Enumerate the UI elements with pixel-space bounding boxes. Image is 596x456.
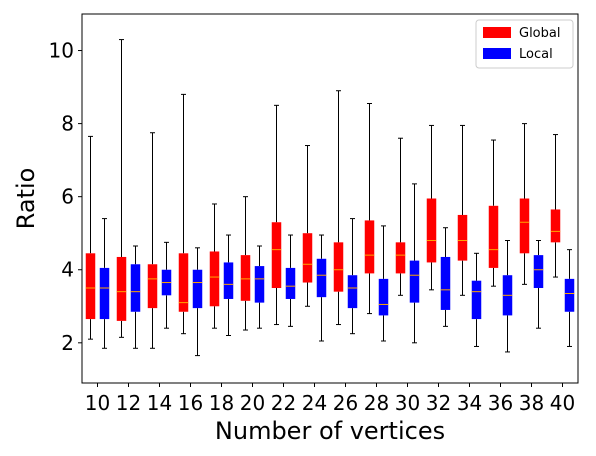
box-local-12: [130, 245, 141, 349]
box-body: [271, 222, 282, 289]
x-tick-label: 10: [85, 391, 110, 415]
box-body: [302, 233, 313, 283]
box-global-24: [302, 145, 313, 307]
legend-label-local: Local: [519, 47, 553, 62]
box-global-34: [457, 124, 468, 296]
box-body: [347, 275, 358, 309]
box-global-12: [116, 39, 127, 338]
x-tick-label: 32: [426, 391, 451, 415]
box-body: [364, 220, 375, 274]
y-tick-label: 4: [61, 258, 74, 282]
box-global-26: [333, 90, 344, 326]
box-body: [178, 253, 189, 312]
box-global-36: [488, 139, 499, 287]
box-body: [488, 205, 499, 268]
y-tick-label: 8: [61, 112, 74, 136]
legend-label-global: Global: [519, 26, 560, 41]
box-body: [147, 264, 158, 309]
x-tick-label: 14: [147, 391, 172, 415]
series-local: [99, 183, 575, 357]
x-tick-label: 16: [178, 391, 203, 415]
box-local-32: [440, 227, 451, 327]
box-body: [519, 198, 530, 254]
series-global: [85, 39, 561, 349]
box-body: [99, 267, 110, 320]
box-body: [209, 251, 220, 307]
box-body: [457, 214, 468, 261]
box-global-30: [395, 137, 406, 296]
box-local-10: [99, 218, 110, 349]
x-tick-label: 20: [240, 391, 265, 415]
x-tick-label: 22: [271, 391, 296, 415]
box-local-38: [533, 240, 544, 329]
x-tick-label: 26: [333, 391, 358, 415]
box-body: [550, 209, 561, 243]
y-tick-label: 2: [61, 331, 74, 355]
box-body: [285, 267, 296, 299]
box-local-40: [564, 249, 575, 347]
box-body: [564, 278, 575, 312]
box-body: [333, 242, 344, 292]
box-body: [409, 260, 420, 303]
box-body: [85, 253, 96, 320]
box-global-16: [178, 93, 189, 335]
box-body: [426, 198, 437, 263]
legend: Global Local: [475, 19, 574, 69]
y-tick-label: 10: [49, 39, 74, 63]
box-body: [130, 264, 141, 312]
x-tick-label: 40: [550, 391, 575, 415]
x-tick-label: 38: [519, 391, 544, 415]
x-tick-label: 36: [488, 391, 513, 415]
axes-frame: [81, 13, 579, 384]
y-axis: 2 4 6 8 10: [49, 39, 82, 355]
x-tick-label: 28: [364, 391, 389, 415]
x-tick-label: 18: [209, 391, 234, 415]
box-body: [192, 269, 203, 309]
box-global-22: [271, 104, 282, 326]
box-global-28: [364, 103, 375, 315]
y-tick-label: 6: [61, 185, 74, 209]
box-local-36: [502, 240, 513, 353]
x-tick-label: 24: [302, 391, 327, 415]
box-local-20: [254, 245, 265, 329]
box-local-16: [192, 247, 203, 357]
box-body: [440, 256, 451, 310]
box-global-40: [550, 134, 561, 278]
box-global-14: [147, 132, 158, 349]
box-local-28: [378, 225, 389, 342]
plot-area: [85, 39, 575, 357]
x-axis: 10 12 14 16 18 20 22 24 26 28 30 32 34 36 38 40: [85, 383, 575, 415]
box-body: [116, 256, 127, 321]
x-tick-label: 30: [395, 391, 420, 415]
box-global-20: [240, 196, 251, 331]
box-body: [240, 255, 251, 301]
box-body: [395, 242, 406, 274]
box-body: [471, 280, 482, 320]
box-global-10: [85, 135, 96, 340]
box-body: [254, 266, 265, 303]
box-global-38: [519, 123, 530, 285]
box-local-34: [471, 252, 482, 347]
x-tick-label: 34: [457, 391, 482, 415]
box-body: [378, 278, 389, 316]
x-tick-label: 12: [116, 391, 141, 415]
box-local-30: [409, 183, 420, 344]
box-global-18: [209, 203, 220, 329]
x-axis-label: Number of vertices: [215, 417, 445, 445]
box-local-24: [316, 234, 327, 342]
box-local-26: [347, 218, 358, 335]
legend-swatch-global: [483, 27, 511, 38]
legend-swatch-local: [483, 48, 511, 59]
box-local-22: [285, 234, 296, 327]
y-axis-label: Ratio: [12, 168, 40, 230]
box-local-18: [223, 234, 234, 337]
box-body: [533, 255, 544, 289]
box-body: [316, 258, 327, 298]
box-global-32: [426, 124, 437, 291]
box-body: [223, 262, 234, 299]
box-local-14: [161, 241, 172, 329]
